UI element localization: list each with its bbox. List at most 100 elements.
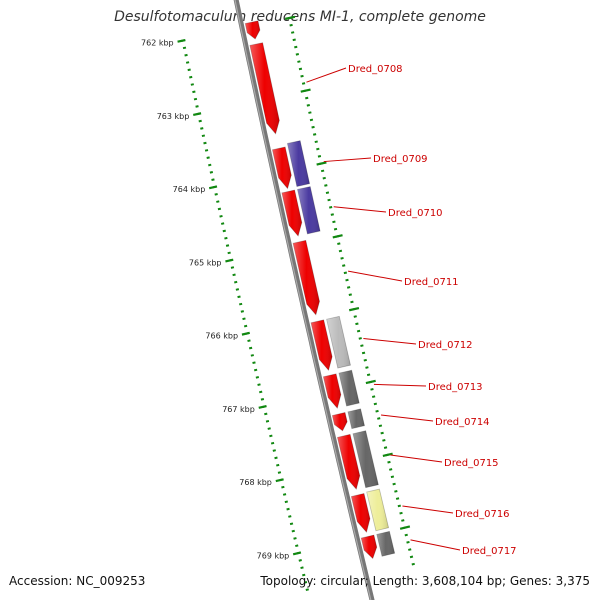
- minor-tick-left: [230, 266, 235, 269]
- minor-tick-left: [260, 397, 265, 401]
- minor-tick-right: [360, 344, 364, 347]
- major-tick: [399, 525, 411, 530]
- accession-text: Accession: NC_009253: [9, 574, 146, 588]
- label-leader-line: [348, 270, 403, 282]
- gene-arrow[interactable]: [331, 412, 348, 432]
- minor-tick-left: [295, 544, 299, 548]
- minor-tick-left: [302, 573, 306, 577]
- minor-tick-right: [322, 176, 326, 180]
- minor-tick-right: [356, 329, 361, 333]
- feature-track: [286, 140, 396, 557]
- minor-tick-right: [375, 409, 379, 413]
- minor-tick-left: [253, 368, 258, 372]
- minor-tick-right: [377, 417, 381, 420]
- label-leader-line: [333, 206, 387, 213]
- feature-block[interactable]: [376, 530, 396, 557]
- gene-arrow[interactable]: [350, 492, 371, 534]
- gene-label[interactable]: Dred_0711: [404, 277, 459, 288]
- feature-block[interactable]: [347, 408, 365, 430]
- gene-arrow[interactable]: [360, 534, 378, 560]
- major-tick: [382, 452, 393, 458]
- minor-tick-right: [409, 555, 414, 559]
- minor-tick-right: [373, 402, 378, 406]
- minor-tick-left: [305, 588, 309, 591]
- minor-tick-left: [187, 68, 191, 72]
- label-leader-line: [390, 454, 443, 463]
- gene-label[interactable]: Dred_0713: [428, 382, 483, 393]
- minor-tick-left: [281, 485, 285, 489]
- minor-tick-left: [185, 61, 190, 64]
- gene-arrow[interactable]: [249, 42, 280, 135]
- minor-tick-left: [198, 119, 202, 123]
- label-leader-line: [410, 539, 461, 551]
- gene-arrow[interactable]: [271, 146, 292, 190]
- kbp-tick-label: 767 kbp: [222, 405, 255, 414]
- major-tick: [241, 331, 250, 336]
- minor-tick-left: [224, 236, 228, 240]
- gene-label[interactable]: Dred_0709: [373, 154, 428, 165]
- minor-tick-right: [371, 395, 376, 398]
- minor-tick-left: [208, 163, 212, 167]
- gene-label[interactable]: Dred_0712: [418, 340, 473, 351]
- minor-tick-left: [206, 156, 210, 159]
- major-tick: [208, 185, 218, 190]
- gene-arrow[interactable]: [244, 20, 261, 40]
- feature-block[interactable]: [352, 430, 379, 489]
- major-tick: [300, 88, 311, 93]
- minor-tick-left: [277, 471, 282, 474]
- major-tick: [284, 15, 296, 20]
- gene-label[interactable]: Dred_0710: [388, 208, 443, 219]
- feature-block[interactable]: [286, 140, 311, 187]
- major-tick: [258, 404, 267, 409]
- minor-tick-left: [238, 302, 243, 306]
- minor-tick-right: [312, 133, 317, 136]
- minor-tick-left: [282, 493, 287, 496]
- minor-tick-right: [350, 300, 354, 304]
- minor-tick-right: [382, 439, 386, 442]
- minor-tick-right: [330, 213, 334, 216]
- minor-tick-left: [242, 317, 246, 321]
- minor-tick-right: [363, 358, 367, 362]
- gene-label[interactable]: Dred_0708: [348, 64, 403, 75]
- minor-tick-left: [257, 383, 261, 386]
- feature-block[interactable]: [326, 315, 351, 369]
- major-tick: [275, 478, 284, 483]
- backbone-highlight: [234, 0, 372, 600]
- feature-block[interactable]: [366, 488, 390, 532]
- minor-tick-left: [276, 463, 280, 467]
- minor-tick-right: [340, 256, 344, 260]
- minor-tick-right: [332, 220, 336, 224]
- gene-arrow[interactable]: [281, 189, 303, 237]
- feature-block[interactable]: [338, 369, 360, 407]
- minor-tick-left: [192, 90, 196, 94]
- minor-tick-right: [292, 38, 296, 42]
- minor-tick-left: [267, 427, 271, 430]
- minor-tick-left: [182, 46, 187, 50]
- minor-tick-right: [397, 504, 401, 508]
- minor-tick-right: [294, 45, 298, 49]
- minor-tick-right: [408, 548, 412, 551]
- gene-arrow[interactable]: [310, 319, 333, 372]
- gene-arrow[interactable]: [336, 433, 361, 490]
- feature-block[interactable]: [297, 186, 321, 235]
- gene-label[interactable]: Dred_0717: [462, 546, 517, 557]
- gene-label[interactable]: Dred_0716: [455, 509, 510, 520]
- minor-tick-right: [394, 490, 398, 493]
- minor-tick-right: [345, 278, 349, 282]
- gene-label[interactable]: Dred_0714: [435, 417, 490, 428]
- minor-tick-left: [209, 171, 214, 174]
- minor-tick-right: [325, 191, 330, 195]
- major-tick: [177, 38, 186, 43]
- gene-arrow[interactable]: [322, 373, 342, 409]
- minor-tick-right: [389, 468, 393, 471]
- minor-tick-left: [270, 441, 275, 445]
- minor-tick-right: [380, 431, 384, 435]
- minor-tick-left: [247, 339, 251, 343]
- minor-tick-left: [288, 515, 292, 518]
- gene-labels: Dred_0708 Dred_0709 Dred_0710 Dred_0711 Dred…: [306, 64, 517, 557]
- major-tick: [292, 551, 302, 556]
- gene-arrow[interactable]: [292, 239, 320, 316]
- minor-tick-left: [216, 200, 220, 203]
- gene-label[interactable]: Dred_0715: [444, 458, 499, 469]
